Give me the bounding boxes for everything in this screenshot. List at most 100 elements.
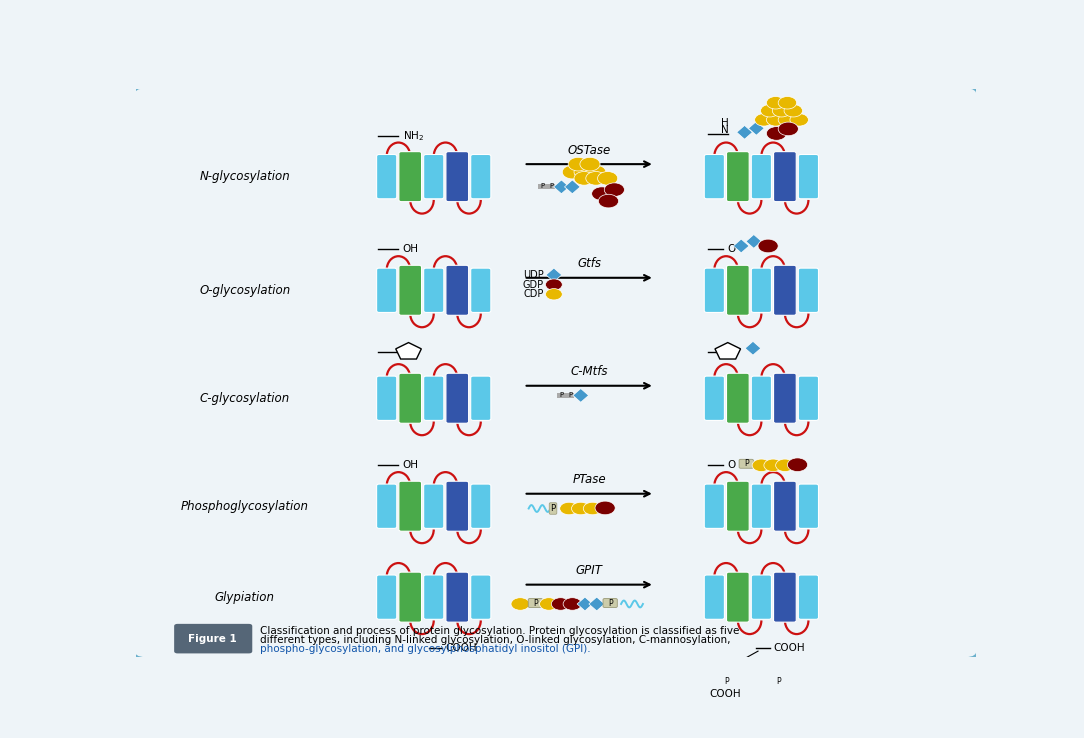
Text: CDP: CDP bbox=[524, 289, 544, 300]
FancyBboxPatch shape bbox=[175, 624, 253, 653]
FancyBboxPatch shape bbox=[726, 481, 749, 531]
Text: phospho-glycosylation, and glycosylphosphatidyl inositol (GPI).: phospho-glycosylation, and glycosylphosp… bbox=[260, 644, 591, 655]
Circle shape bbox=[592, 187, 611, 201]
Circle shape bbox=[752, 459, 771, 472]
Text: P: P bbox=[540, 183, 544, 190]
Polygon shape bbox=[745, 342, 761, 355]
FancyBboxPatch shape bbox=[133, 87, 978, 658]
Circle shape bbox=[766, 97, 785, 109]
Text: COOH: COOH bbox=[709, 689, 740, 699]
Text: C-glycosylation: C-glycosylation bbox=[199, 392, 289, 404]
Polygon shape bbox=[734, 239, 749, 253]
Bar bbox=[557, 393, 575, 398]
Text: O-glycosylation: O-glycosylation bbox=[199, 284, 291, 297]
FancyBboxPatch shape bbox=[424, 376, 443, 421]
Circle shape bbox=[580, 157, 601, 171]
FancyBboxPatch shape bbox=[399, 373, 422, 424]
FancyBboxPatch shape bbox=[798, 154, 818, 199]
FancyBboxPatch shape bbox=[376, 575, 397, 619]
Circle shape bbox=[597, 171, 618, 185]
FancyBboxPatch shape bbox=[726, 373, 749, 424]
Circle shape bbox=[764, 459, 783, 472]
FancyBboxPatch shape bbox=[798, 484, 818, 528]
FancyBboxPatch shape bbox=[424, 268, 443, 312]
Polygon shape bbox=[589, 597, 605, 611]
Circle shape bbox=[545, 279, 563, 290]
FancyBboxPatch shape bbox=[470, 484, 491, 528]
Polygon shape bbox=[737, 125, 752, 139]
FancyBboxPatch shape bbox=[726, 151, 749, 201]
Circle shape bbox=[575, 171, 594, 185]
Circle shape bbox=[758, 239, 778, 253]
Circle shape bbox=[585, 165, 606, 179]
FancyBboxPatch shape bbox=[446, 151, 468, 201]
Circle shape bbox=[766, 114, 785, 126]
Circle shape bbox=[701, 676, 720, 689]
FancyBboxPatch shape bbox=[751, 484, 772, 528]
FancyBboxPatch shape bbox=[739, 459, 753, 468]
Circle shape bbox=[731, 676, 749, 689]
Text: Figure 1: Figure 1 bbox=[189, 634, 237, 644]
FancyBboxPatch shape bbox=[446, 572, 468, 622]
FancyBboxPatch shape bbox=[774, 373, 797, 424]
Circle shape bbox=[559, 503, 578, 514]
Circle shape bbox=[753, 676, 772, 689]
FancyBboxPatch shape bbox=[726, 265, 749, 315]
FancyBboxPatch shape bbox=[705, 575, 724, 619]
Text: OSTase: OSTase bbox=[568, 144, 610, 156]
FancyBboxPatch shape bbox=[774, 151, 797, 201]
Text: P: P bbox=[724, 677, 728, 686]
Circle shape bbox=[761, 105, 779, 117]
Text: Gtfs: Gtfs bbox=[577, 258, 602, 270]
FancyBboxPatch shape bbox=[726, 572, 749, 622]
Circle shape bbox=[743, 676, 761, 689]
Circle shape bbox=[552, 598, 570, 610]
FancyBboxPatch shape bbox=[376, 484, 397, 528]
Circle shape bbox=[772, 105, 791, 117]
Circle shape bbox=[563, 598, 582, 610]
FancyBboxPatch shape bbox=[774, 481, 797, 531]
Text: Phosphoglycosylation: Phosphoglycosylation bbox=[181, 500, 309, 513]
Text: P: P bbox=[744, 459, 749, 469]
Text: UDP: UDP bbox=[524, 270, 544, 280]
FancyBboxPatch shape bbox=[751, 575, 772, 619]
Text: Glypiation: Glypiation bbox=[215, 590, 274, 604]
Bar bbox=[538, 184, 555, 190]
FancyBboxPatch shape bbox=[376, 154, 397, 199]
FancyBboxPatch shape bbox=[751, 376, 772, 421]
Text: NH$_2$: NH$_2$ bbox=[402, 129, 424, 142]
FancyBboxPatch shape bbox=[424, 575, 443, 619]
Polygon shape bbox=[577, 597, 593, 611]
Text: P: P bbox=[550, 183, 554, 190]
Circle shape bbox=[778, 122, 798, 136]
Polygon shape bbox=[565, 180, 580, 194]
Text: N: N bbox=[721, 125, 728, 135]
Circle shape bbox=[571, 503, 590, 514]
FancyBboxPatch shape bbox=[719, 677, 733, 686]
Text: N-glycosylation: N-glycosylation bbox=[199, 170, 291, 183]
Polygon shape bbox=[554, 180, 569, 194]
FancyBboxPatch shape bbox=[771, 677, 785, 686]
Polygon shape bbox=[396, 342, 422, 359]
Circle shape bbox=[575, 165, 594, 179]
Circle shape bbox=[540, 598, 558, 610]
Text: OH: OH bbox=[402, 461, 418, 470]
Text: P: P bbox=[776, 677, 780, 686]
FancyBboxPatch shape bbox=[528, 599, 542, 607]
Text: O: O bbox=[727, 461, 735, 470]
Text: Classification and process of protein glycosylation. Protein glycosylation is cl: Classification and process of protein gl… bbox=[260, 626, 739, 636]
FancyBboxPatch shape bbox=[751, 268, 772, 312]
FancyBboxPatch shape bbox=[399, 265, 422, 315]
FancyBboxPatch shape bbox=[399, 481, 422, 531]
Text: GDP: GDP bbox=[522, 280, 544, 289]
FancyBboxPatch shape bbox=[424, 154, 443, 199]
Circle shape bbox=[583, 503, 602, 514]
FancyBboxPatch shape bbox=[470, 575, 491, 619]
Text: PTase: PTase bbox=[572, 473, 606, 486]
FancyBboxPatch shape bbox=[446, 481, 468, 531]
FancyBboxPatch shape bbox=[603, 599, 617, 607]
Text: P: P bbox=[551, 504, 556, 513]
Text: C-Mtfs: C-Mtfs bbox=[570, 365, 608, 379]
Text: GPIT: GPIT bbox=[576, 565, 603, 577]
FancyBboxPatch shape bbox=[798, 575, 818, 619]
